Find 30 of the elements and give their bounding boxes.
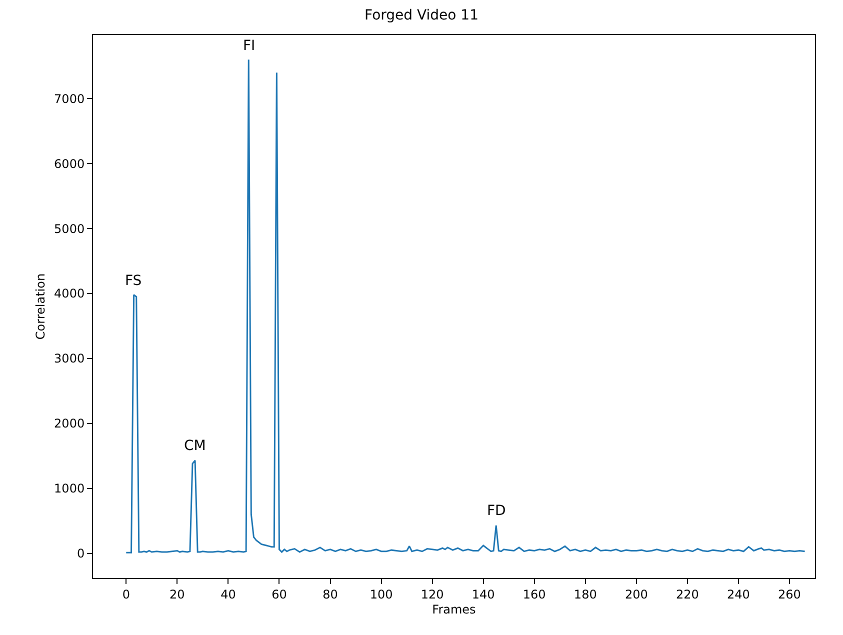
x-tick-label: 160 <box>522 587 546 602</box>
y-tick-label: 2000 <box>54 416 85 431</box>
y-tick-label: 3000 <box>54 352 85 366</box>
x-tick-label: 140 <box>472 587 495 602</box>
x-axis-title: Frames <box>432 602 476 616</box>
x-tick-label: 240 <box>727 587 750 602</box>
x-tick-label: 220 <box>676 587 699 602</box>
y-tick-label: 7000 <box>54 92 85 106</box>
y-tick-label: 6000 <box>54 156 85 171</box>
x-tick-label: 40 <box>220 587 236 602</box>
y-axis-title: Correlation <box>33 273 48 340</box>
chart-title: Forged Video 11 <box>364 7 478 24</box>
x-tick-label: 120 <box>420 587 444 602</box>
annotation: FI <box>243 38 256 54</box>
line-series <box>125 58 806 554</box>
x-tick-label: 260 <box>778 587 801 602</box>
y-tick-label: 5000 <box>54 222 85 236</box>
x-tick-label: 20 <box>170 587 185 602</box>
y-tick-label: 4000 <box>54 286 85 301</box>
annotation: FD <box>487 503 506 519</box>
x-tick-label: 100 <box>370 587 393 602</box>
x-tick-label: 200 <box>624 587 648 602</box>
y-tick-label: 1000 <box>54 482 85 496</box>
annotation: CM <box>184 438 206 454</box>
y-tick-label: 0 <box>76 546 85 561</box>
annotation: FS <box>125 273 142 289</box>
x-tick-label: 80 <box>322 587 338 602</box>
x-tick-label: 0 <box>122 587 130 602</box>
x-tick-label: 60 <box>272 587 287 602</box>
x-tick-label: 180 <box>574 587 597 602</box>
